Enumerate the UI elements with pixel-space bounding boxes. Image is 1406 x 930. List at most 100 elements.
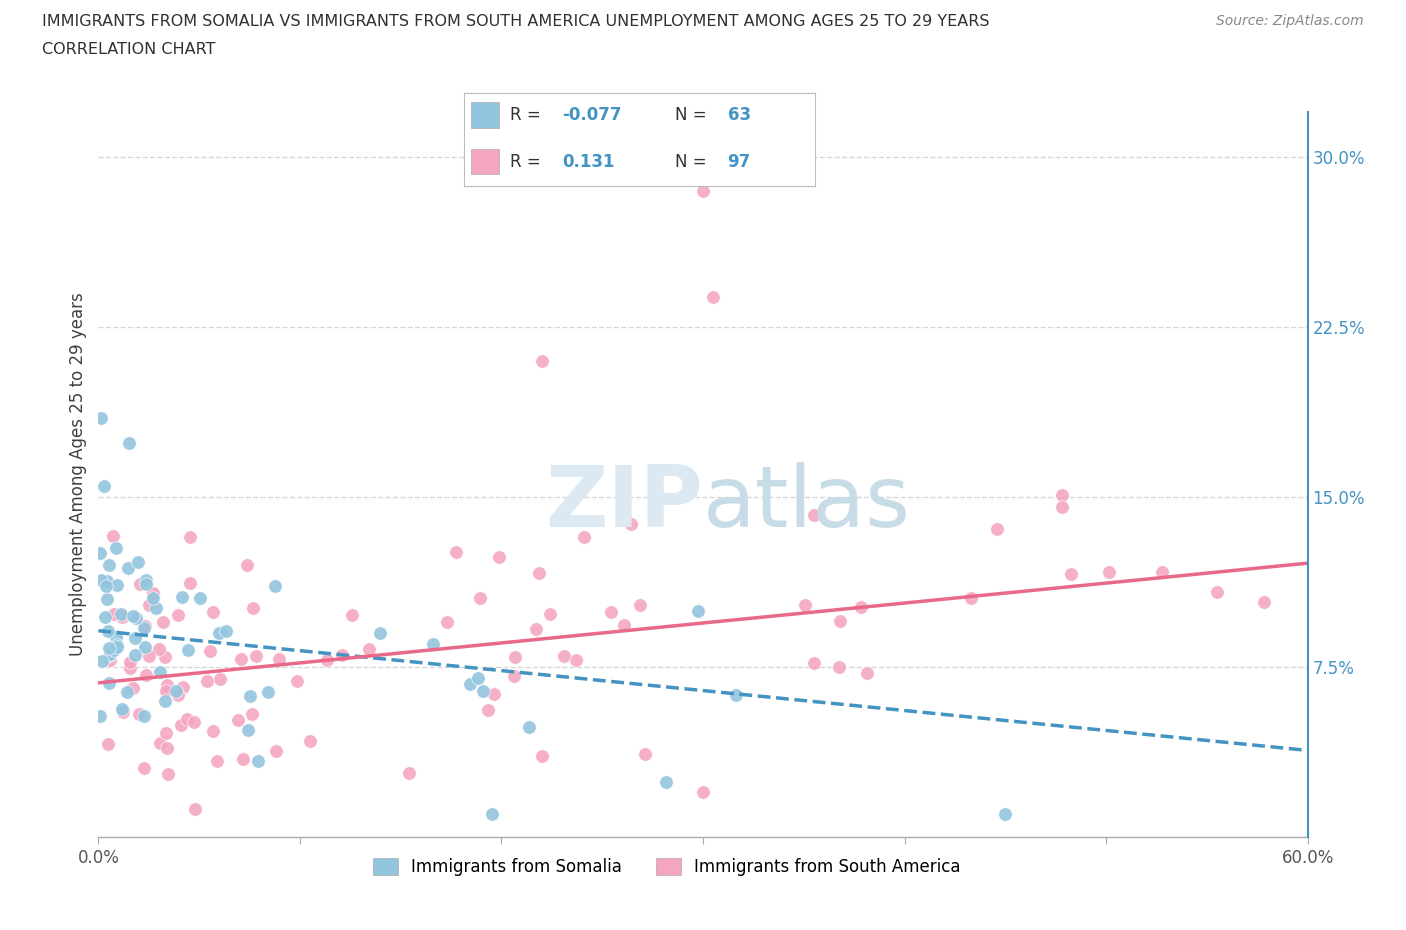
Point xyxy=(688,603,710,618)
Point xyxy=(1253,595,1275,610)
Point xyxy=(553,649,575,664)
Text: IMMIGRANTS FROM SOMALIA VS IMMIGRANTS FROM SOUTH AMERICA UNEMPLOYMENT AMONG AGES: IMMIGRANTS FROM SOMALIA VS IMMIGRANTS FR… xyxy=(42,14,990,29)
Point xyxy=(484,687,506,702)
Legend: Immigrants from Somalia, Immigrants from South America: Immigrants from Somalia, Immigrants from… xyxy=(367,852,967,883)
Point xyxy=(856,665,879,680)
Text: -0.077: -0.077 xyxy=(562,106,621,125)
Point xyxy=(134,618,156,633)
Point xyxy=(215,624,238,639)
Text: N =: N = xyxy=(675,106,706,125)
Point xyxy=(98,647,121,662)
Point xyxy=(117,561,139,576)
Point xyxy=(1206,584,1229,599)
Point xyxy=(245,649,267,664)
Point xyxy=(467,671,489,685)
Point xyxy=(135,577,157,591)
Point xyxy=(503,649,526,664)
Point xyxy=(481,807,503,822)
Text: 0.131: 0.131 xyxy=(562,153,614,171)
Point xyxy=(654,775,676,790)
Point xyxy=(229,651,252,666)
Point xyxy=(97,641,120,656)
Point xyxy=(97,557,120,572)
Point xyxy=(242,601,264,616)
Point xyxy=(179,576,201,591)
Point xyxy=(201,724,224,738)
Point xyxy=(368,626,391,641)
Point xyxy=(986,522,1008,537)
Point xyxy=(124,631,146,645)
Point xyxy=(264,578,287,593)
Point xyxy=(398,765,420,780)
Point xyxy=(236,558,259,573)
Point xyxy=(188,591,211,605)
Text: ZIP: ZIP xyxy=(546,462,703,545)
Point xyxy=(110,606,132,621)
Point xyxy=(531,749,554,764)
Point xyxy=(177,643,200,658)
Point xyxy=(468,591,491,605)
Point xyxy=(122,681,145,696)
Point xyxy=(89,709,111,724)
Point xyxy=(803,508,825,523)
Point xyxy=(105,578,128,592)
Point xyxy=(124,648,146,663)
Point xyxy=(118,655,141,670)
Point xyxy=(165,684,187,698)
Point xyxy=(170,717,193,732)
Point xyxy=(156,740,179,755)
Point xyxy=(138,598,160,613)
Point xyxy=(692,784,714,799)
Point xyxy=(458,676,481,691)
Text: 97: 97 xyxy=(728,153,751,171)
Point xyxy=(179,530,201,545)
Point xyxy=(240,707,263,722)
Point xyxy=(342,608,364,623)
FancyBboxPatch shape xyxy=(471,102,499,128)
Point xyxy=(145,601,167,616)
Text: atlas: atlas xyxy=(703,462,911,545)
Point xyxy=(247,753,270,768)
Point xyxy=(1150,565,1173,579)
Point xyxy=(111,704,134,719)
Point xyxy=(90,410,112,425)
Point xyxy=(184,802,207,817)
Point xyxy=(104,630,127,644)
Point xyxy=(138,649,160,664)
Point xyxy=(125,610,148,625)
Point xyxy=(849,599,872,614)
Point xyxy=(103,643,125,658)
Point xyxy=(128,707,150,722)
Text: 63: 63 xyxy=(728,106,751,125)
Point xyxy=(149,736,172,751)
Point xyxy=(1052,499,1074,514)
Point xyxy=(134,640,156,655)
Point xyxy=(477,702,499,717)
Point xyxy=(100,647,122,662)
Point xyxy=(103,606,125,621)
Point xyxy=(142,585,165,600)
Point xyxy=(572,529,595,544)
Point xyxy=(628,598,651,613)
Point xyxy=(565,653,588,668)
Point xyxy=(994,807,1017,822)
Point xyxy=(269,652,291,667)
Text: R =: R = xyxy=(510,106,540,125)
Point xyxy=(803,656,825,671)
Point xyxy=(153,694,176,709)
Point xyxy=(446,544,468,559)
Point xyxy=(526,622,548,637)
Point xyxy=(89,546,111,561)
Point xyxy=(170,590,193,604)
Point xyxy=(135,573,157,588)
Point xyxy=(316,652,339,667)
Point xyxy=(725,687,748,702)
Point xyxy=(503,669,526,684)
Point xyxy=(96,574,118,589)
Point xyxy=(94,609,117,624)
Point xyxy=(111,609,134,624)
Point xyxy=(90,654,112,669)
Point xyxy=(195,673,218,688)
Point xyxy=(132,761,155,776)
Point xyxy=(209,671,232,686)
